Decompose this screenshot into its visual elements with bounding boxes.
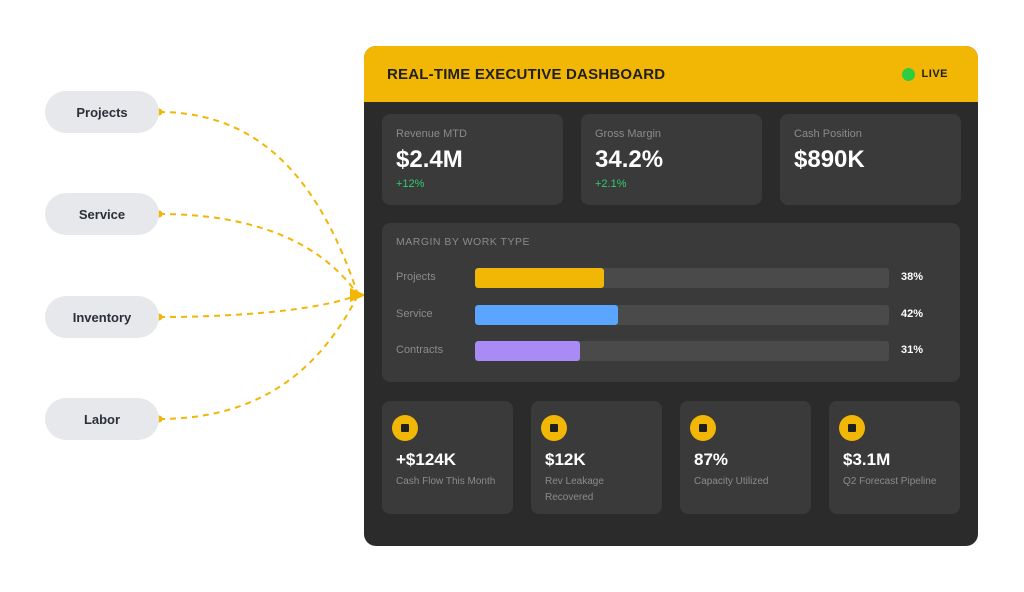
bar-value: 38% — [901, 271, 924, 283]
live-label: LIVE — [921, 68, 948, 80]
margin-card-title: MARGIN BY WORK TYPE — [396, 236, 530, 248]
margin-bar-row-projects: Projects 38% — [396, 268, 952, 288]
source-label: Service — [78, 206, 126, 222]
bar-track — [475, 341, 889, 361]
source-pill-projects: Projects — [45, 91, 159, 133]
stat-card-q2-forecast: $3.1M Q2 Forecast Pipeline — [829, 401, 960, 514]
connector-inventory — [158, 294, 359, 318]
stat-value: +$124K — [396, 450, 457, 469]
margin-by-work-type-card: MARGIN BY WORK TYPE Projects 38% Service… — [382, 223, 960, 382]
kpi-change: +2.1% — [595, 178, 627, 190]
kpi-label: Cash Position — [794, 128, 862, 140]
kpi-change: +12% — [396, 178, 425, 190]
connector-labor — [158, 294, 359, 420]
stat-value: 87% — [694, 450, 729, 469]
bar-fill — [475, 305, 618, 325]
stat-label: Cash Flow This Month — [396, 476, 496, 487]
stop-icon — [839, 415, 865, 441]
dashboard-panel: REAL-TIME EXECUTIVE DASHBOARD LIVE Reven… — [364, 46, 978, 546]
margin-bar-row-contracts: Contracts 31% — [396, 341, 952, 361]
stat-value: $12K — [545, 450, 586, 469]
bar-label: Projects — [396, 271, 436, 283]
bar-fill — [475, 268, 604, 288]
source-label: Projects — [76, 104, 128, 120]
kpi-card-cash-position: Cash Position $890K — [780, 114, 961, 205]
bar-value: 42% — [901, 308, 924, 320]
connector-service — [158, 213, 359, 296]
bar-label: Contracts — [396, 344, 444, 356]
stat-card-rev-leakage: $12K Rev Leakage Recovered — [531, 401, 662, 514]
stop-icon — [690, 415, 716, 441]
bar-label: Service — [396, 308, 433, 320]
kpi-value: $890K — [794, 146, 865, 173]
stat-label: Rev Leakage Recovered — [545, 476, 604, 503]
source-pill-inventory: Inventory — [45, 296, 159, 338]
kpi-card-revenue: Revenue MTD $2.4M +12% — [382, 114, 563, 205]
stop-icon — [392, 415, 418, 441]
bar-track — [475, 268, 889, 288]
kpi-value: $2.4M — [396, 146, 463, 173]
kpi-card-gross-margin: Gross Margin 34.2% +2.1% — [581, 114, 762, 205]
source-pill-labor: Labor — [45, 398, 159, 440]
kpi-label: Revenue MTD — [396, 128, 467, 140]
stat-value: $3.1M — [843, 450, 891, 469]
kpi-value: 34.2% — [595, 146, 664, 173]
source-label: Inventory — [72, 309, 132, 325]
dashboard-title: REAL-TIME EXECUTIVE DASHBOARD — [387, 65, 666, 83]
live-dot-icon — [901, 67, 915, 81]
kpi-label: Gross Margin — [595, 128, 662, 140]
stat-label: Capacity Utilized — [694, 476, 769, 487]
connector-projects — [158, 111, 359, 296]
bar-value: 31% — [901, 344, 924, 356]
margin-bar-row-service: Service 42% — [396, 305, 952, 325]
source-pill-service: Service — [45, 193, 159, 235]
bar-track — [475, 305, 889, 325]
source-label: Labor — [83, 411, 121, 427]
stat-label: Q2 Forecast Pipeline — [843, 476, 937, 487]
stat-card-cash-flow: +$124K Cash Flow This Month — [382, 401, 513, 514]
bar-fill — [475, 341, 581, 361]
stat-card-capacity: 87% Capacity Utilized — [680, 401, 811, 514]
dashboard-header: REAL-TIME EXECUTIVE DASHBOARD LIVE — [364, 46, 978, 102]
live-status: LIVE — [901, 67, 948, 81]
stop-icon — [541, 415, 567, 441]
